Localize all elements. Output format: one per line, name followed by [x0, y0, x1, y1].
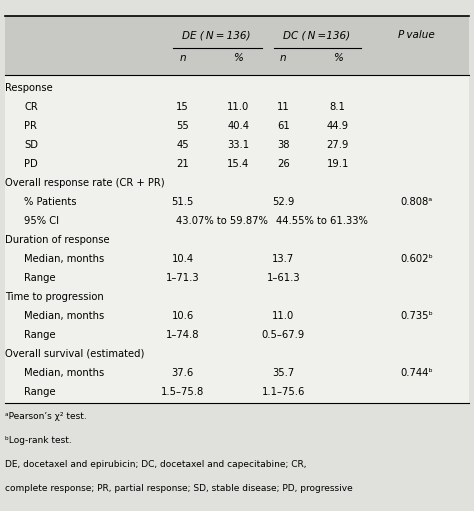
Text: 11.0: 11.0	[228, 102, 249, 112]
Text: 55: 55	[176, 121, 189, 131]
Text: 11: 11	[277, 102, 290, 112]
Text: DC ( N =136): DC ( N =136)	[283, 30, 350, 40]
Text: DE, docetaxel and epirubicin; DC, docetaxel and capecitabine; CR,: DE, docetaxel and epirubicin; DC, doceta…	[5, 460, 307, 470]
Text: 0.744ᵇ: 0.744ᵇ	[400, 368, 433, 378]
Text: 38: 38	[277, 140, 290, 150]
Text: 45: 45	[176, 140, 189, 150]
Text: PD: PD	[24, 159, 38, 169]
Text: 61: 61	[277, 121, 290, 131]
Text: 37.6: 37.6	[172, 368, 194, 378]
Text: 1.1–75.6: 1.1–75.6	[262, 387, 305, 397]
Text: 0.602ᵇ: 0.602ᵇ	[400, 254, 433, 264]
Text: 1–71.3: 1–71.3	[166, 273, 200, 283]
Text: 33.1: 33.1	[228, 140, 249, 150]
Text: complete response; PR, partial response; SD, stable disease; PD, progressive: complete response; PR, partial response;…	[5, 484, 353, 493]
Text: SD: SD	[24, 140, 38, 150]
Text: Overall survival (estimated): Overall survival (estimated)	[5, 349, 145, 359]
Text: 21: 21	[176, 159, 189, 169]
Text: 35.7: 35.7	[272, 368, 294, 378]
Text: n: n	[280, 53, 287, 63]
Text: 0.5–67.9: 0.5–67.9	[262, 330, 305, 340]
Text: DE ( N = 136): DE ( N = 136)	[182, 30, 251, 40]
Bar	[5, 16, 469, 403]
Text: Overall response rate (CR + PR): Overall response rate (CR + PR)	[5, 178, 165, 188]
Text: PR: PR	[24, 121, 37, 131]
Text: n: n	[179, 53, 186, 63]
Text: Median, months: Median, months	[24, 254, 105, 264]
Text: 0.808ᵃ: 0.808ᵃ	[401, 197, 433, 207]
Text: Median, months: Median, months	[24, 311, 105, 321]
Text: 44.9: 44.9	[327, 121, 349, 131]
Text: 1–74.8: 1–74.8	[166, 330, 200, 340]
Bar	[5, 16, 469, 75]
Text: Median, months: Median, months	[24, 368, 105, 378]
Text: 10.4: 10.4	[172, 254, 194, 264]
Text: 44.55% to 61.33%: 44.55% to 61.33%	[276, 216, 368, 226]
Text: Range: Range	[24, 273, 56, 283]
Text: Range: Range	[24, 330, 56, 340]
Text: ᵇLog-rank test.: ᵇLog-rank test.	[5, 436, 72, 446]
Text: Response: Response	[5, 83, 53, 93]
Text: 52.9: 52.9	[272, 197, 294, 207]
Text: 15: 15	[176, 102, 189, 112]
Text: P value: P value	[398, 30, 435, 40]
Text: 10.6: 10.6	[172, 311, 194, 321]
Text: 15.4: 15.4	[228, 159, 249, 169]
Text: 13.7: 13.7	[272, 254, 294, 264]
Text: %: %	[333, 53, 343, 63]
Text: Duration of response: Duration of response	[5, 235, 110, 245]
Text: CR: CR	[24, 102, 38, 112]
Text: 11.0: 11.0	[272, 311, 294, 321]
Text: % Patients: % Patients	[24, 197, 77, 207]
Text: 43.07% to 59.87%: 43.07% to 59.87%	[176, 216, 268, 226]
Text: 1.5–75.8: 1.5–75.8	[161, 387, 204, 397]
Text: ᵃPearson’s χ² test.: ᵃPearson’s χ² test.	[5, 412, 87, 422]
Text: 0.735ᵇ: 0.735ᵇ	[400, 311, 433, 321]
Text: 40.4: 40.4	[228, 121, 249, 131]
Text: 26: 26	[277, 159, 290, 169]
Text: %: %	[234, 53, 243, 63]
Text: Range: Range	[24, 387, 56, 397]
Text: Time to progression: Time to progression	[5, 292, 104, 302]
Text: 19.1: 19.1	[327, 159, 349, 169]
Text: 95% CI: 95% CI	[24, 216, 59, 226]
Text: 27.9: 27.9	[327, 140, 349, 150]
Text: 51.5: 51.5	[172, 197, 194, 207]
Text: 1–61.3: 1–61.3	[266, 273, 300, 283]
Text: 8.1: 8.1	[330, 102, 346, 112]
